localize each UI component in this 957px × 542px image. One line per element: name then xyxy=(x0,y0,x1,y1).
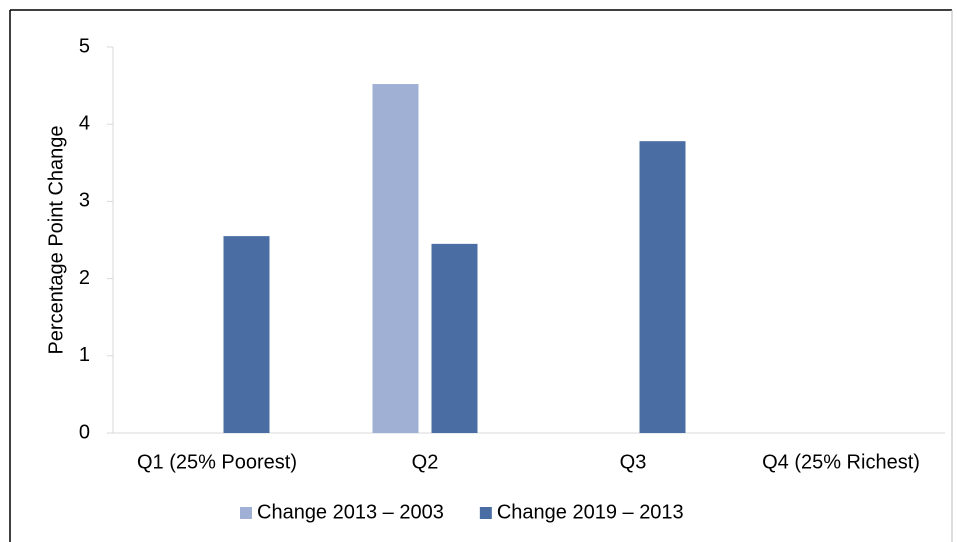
y-tick-label: 0 xyxy=(79,421,90,443)
legend-label: Change 2013 – 2003 xyxy=(257,501,444,523)
legend-swatch xyxy=(479,507,492,519)
y-tick-label: 5 xyxy=(79,35,90,57)
y-tick-label: 4 xyxy=(79,112,90,134)
y-tick-label: 1 xyxy=(79,344,90,366)
x-tick-label: Q4 (25% Richest) xyxy=(762,451,920,473)
y-tick-label: 2 xyxy=(79,267,90,289)
bar xyxy=(223,236,270,433)
legend-label: Change 2019 – 2013 xyxy=(497,501,684,523)
legend-swatch xyxy=(240,507,252,519)
x-tick-label: Q2 xyxy=(412,451,439,473)
x-tick-label: Q3 xyxy=(620,451,647,473)
bar xyxy=(372,84,419,433)
bar xyxy=(639,141,686,433)
y-axis-title: Percentage Point Change xyxy=(45,125,67,354)
y-tick-label: 3 xyxy=(79,190,90,212)
bar xyxy=(431,243,478,433)
x-tick-label: Q1 (25% Poorest) xyxy=(137,451,297,473)
